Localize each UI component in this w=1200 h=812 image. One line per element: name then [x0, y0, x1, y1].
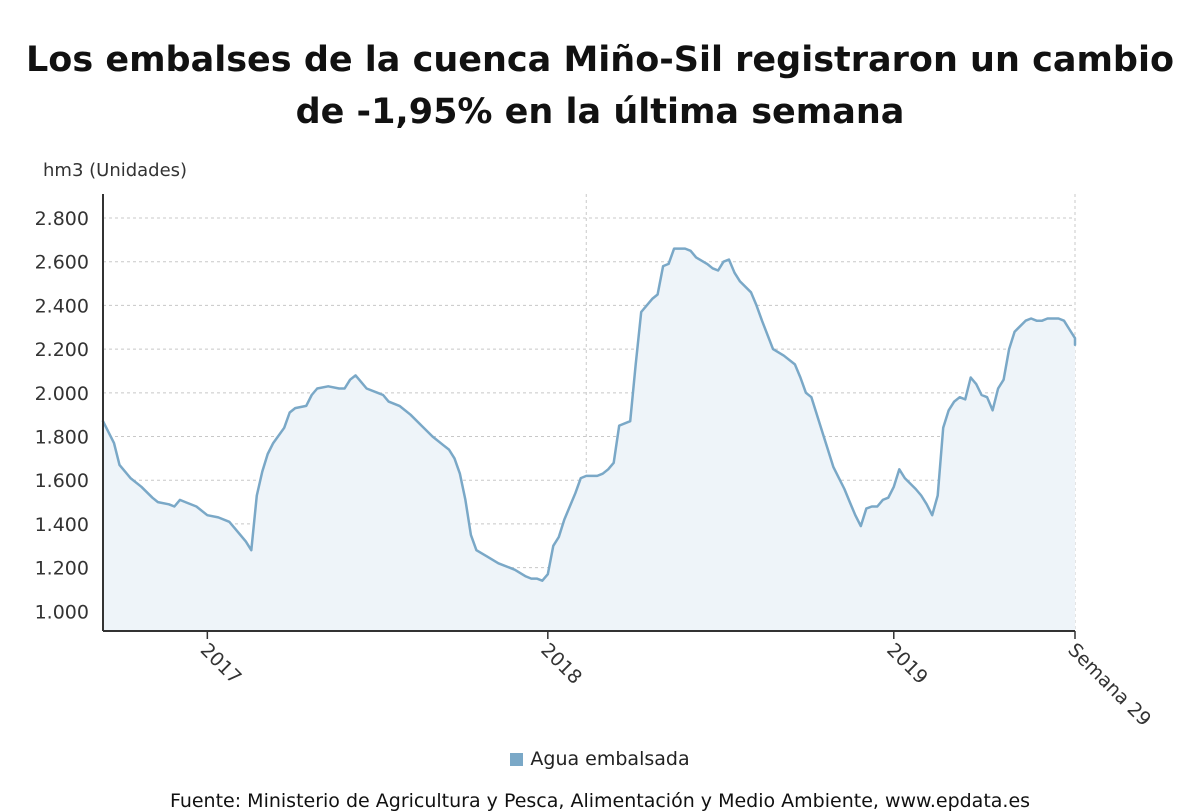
- legend-label: Agua embalsada: [530, 748, 690, 770]
- x-tick-label: 2019: [882, 639, 932, 689]
- legend: Agua embalsada: [0, 748, 1200, 770]
- y-tick-label: 1.600: [35, 470, 89, 492]
- y-tick-label: 2.200: [35, 339, 89, 361]
- y-tick-label: 1.000: [35, 601, 89, 623]
- x-tick-label: 2017: [196, 639, 246, 689]
- y-axis-label: hm3 (Unidades): [43, 160, 187, 181]
- x-tick-label: Semana 29: [1063, 639, 1155, 731]
- y-tick-label: 1.400: [35, 514, 89, 536]
- legend-swatch: [510, 753, 524, 766]
- y-tick-label: 2.800: [35, 208, 89, 230]
- y-tick-label: 2.400: [35, 295, 89, 317]
- y-tick-label: 1.800: [35, 427, 89, 449]
- chart-title: Los embalses de la cuenca Miño-Sil regis…: [25, 40, 1175, 132]
- y-tick-label: 2.600: [35, 252, 89, 274]
- series-area: [103, 248, 1075, 631]
- x-tick-label: 2018: [536, 639, 586, 689]
- series-layer: [101, 247, 1077, 631]
- series-line: [101, 247, 1077, 582]
- y-tick-label: 2.000: [35, 383, 89, 405]
- y-tick-label: 1.200: [35, 558, 89, 580]
- source-note: Fuente: Ministerio de Agricultura y Pesc…: [169, 790, 1031, 812]
- grid-layer: [103, 194, 1076, 631]
